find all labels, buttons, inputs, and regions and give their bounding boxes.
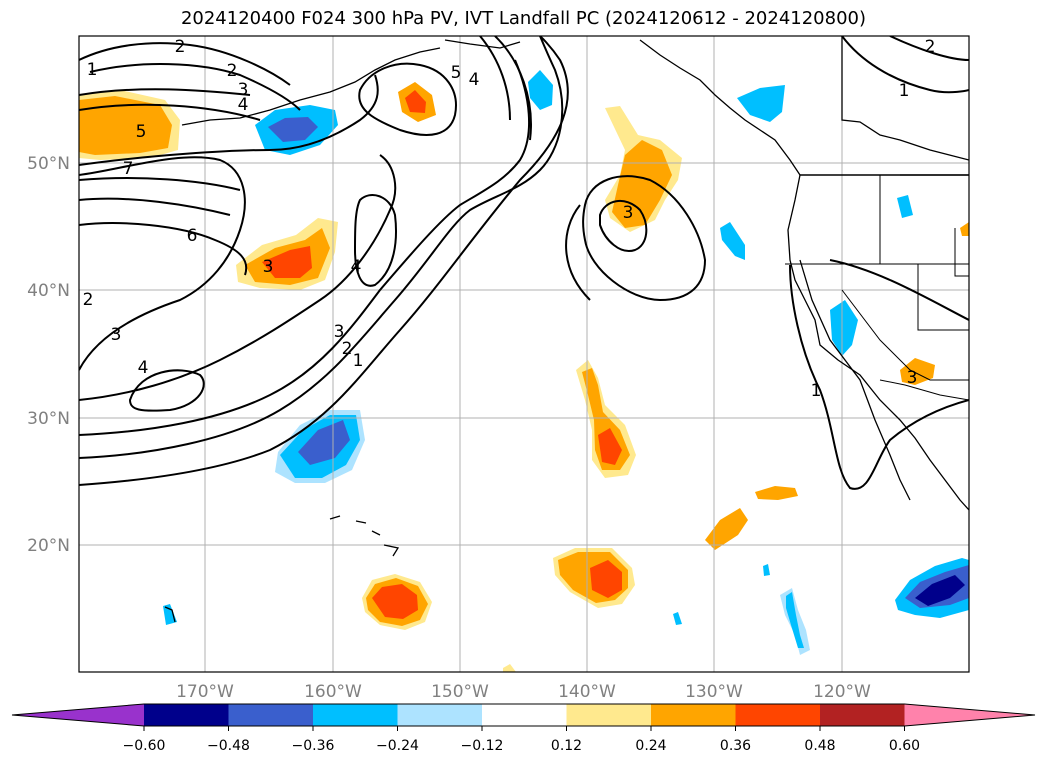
map-frame: [78, 35, 970, 673]
lon-tick-label: 120°W: [813, 682, 871, 702]
colorbar-segment: [566, 704, 651, 726]
colorbar-segment: [820, 704, 905, 726]
map-title: 2024120400 F024 300 hPa PV, IVT Landfall…: [180, 8, 867, 29]
contour-label: 3: [111, 325, 122, 345]
contour-label: 5: [451, 63, 462, 83]
contour-label: 7: [123, 159, 134, 179]
colorbar-tick-labels: −0.60 −0.48 −0.36 −0.24 −0.12 0.12 0.24 …: [123, 738, 921, 754]
latitude-tick-labels: 20°N 30°N 40°N 50°N: [27, 154, 70, 556]
contour-label: 3: [263, 257, 274, 277]
contour-label: 4: [469, 70, 480, 90]
contour-label: 3: [238, 80, 249, 100]
colorbar-tick-label: −0.36: [292, 738, 335, 754]
colorbar-segment: [651, 704, 736, 726]
contour-label: 3: [334, 322, 345, 342]
lat-tick-label: 50°N: [27, 154, 70, 174]
colorbar-tick-label: −0.60: [123, 738, 166, 754]
colorbar: −0.60 −0.48 −0.36 −0.24 −0.12 0.12 0.24 …: [11, 703, 1036, 754]
pv-contours: [79, 36, 969, 490]
coastlines: [164, 36, 969, 623]
pv-contour-labels: 2 2 3 4 5 7 6 1 4 5 3 2 1 3 4 4 3 2 1 3 …: [83, 37, 936, 401]
graticule: [79, 36, 969, 672]
contour-label: 1: [811, 381, 822, 401]
colorbar-tick-label: 0.60: [889, 738, 920, 754]
colorbar-ticks: [143, 726, 905, 731]
colorbar-segment: [482, 704, 567, 726]
map-plot-area: 2 2 3 4 5 7 6 1 4 5 3 2 1 3 4 4 3 2 1 3 …: [79, 36, 969, 672]
colorbar-segment: [397, 704, 482, 726]
colorbar-segment: [735, 704, 820, 726]
colorbar-tick-label: 0.48: [804, 738, 835, 754]
colorbar-tick-label: −0.24: [376, 738, 419, 754]
lat-tick-label: 30°N: [27, 409, 70, 429]
colorbar-segment: [144, 704, 229, 726]
colorbar-extend-high: [904, 704, 1035, 726]
contour-label: 6: [187, 226, 198, 246]
colorbar-tick-label: −0.12: [461, 738, 504, 754]
ivt-filled-anomalies: [79, 70, 969, 672]
colorbar-extend-low: [12, 704, 144, 726]
colorbar-tick-label: 0.36: [720, 738, 751, 754]
contour-label: 2: [227, 61, 238, 81]
contour-label: 2: [175, 37, 186, 57]
colorbar-segment: [228, 704, 313, 726]
lon-tick-label: 170°W: [176, 682, 234, 702]
colorbar-segment: [313, 704, 398, 726]
lon-tick-label: 130°W: [685, 682, 743, 702]
contour-label: 2: [342, 339, 353, 359]
contour-label: 5: [136, 122, 147, 142]
contour-label: 1: [353, 351, 364, 371]
contour-label: 4: [238, 95, 249, 115]
lat-tick-label: 20°N: [27, 536, 70, 556]
lon-tick-label: 160°W: [304, 682, 362, 702]
longitude-tick-labels: 170°W 160°W 150°W 140°W 130°W 120°W: [176, 682, 871, 702]
contour-label: 2: [925, 37, 936, 57]
contour-label: 3: [907, 368, 918, 388]
contour-label: 1: [87, 60, 98, 80]
contour-label: 1: [899, 81, 910, 101]
colorbar-tick-label: −0.48: [207, 738, 250, 754]
contour-label: 3: [623, 203, 634, 223]
lat-tick-label: 40°N: [27, 281, 70, 301]
colorbar-tick-label: 0.24: [635, 738, 666, 754]
contour-label: 4: [351, 257, 362, 277]
contour-label: 4: [138, 358, 149, 378]
contour-label: 2: [83, 290, 94, 310]
lon-tick-label: 140°W: [558, 682, 616, 702]
colorbar-tick-label: 0.12: [551, 738, 582, 754]
lon-tick-label: 150°W: [431, 682, 489, 702]
